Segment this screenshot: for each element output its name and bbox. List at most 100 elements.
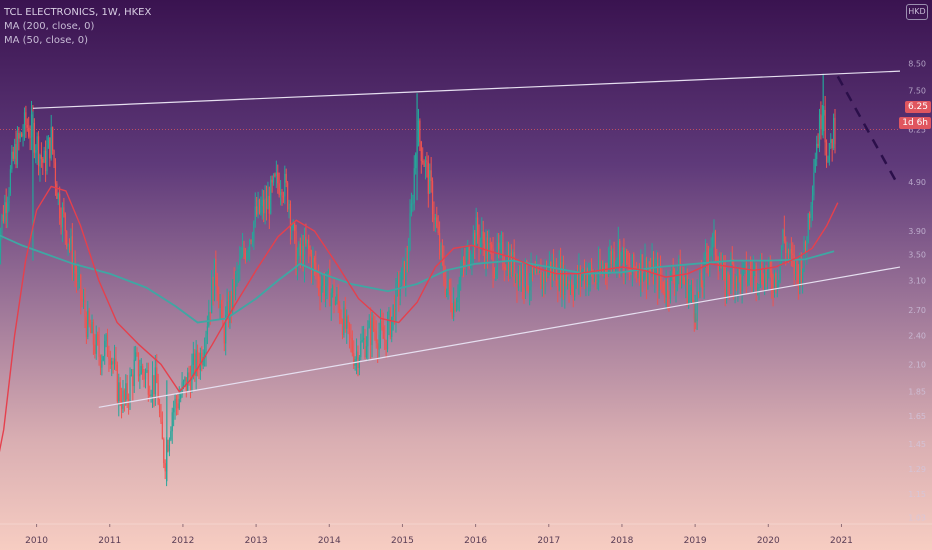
candle-body bbox=[61, 207, 64, 228]
candle-body bbox=[522, 268, 524, 289]
candle-body bbox=[232, 279, 234, 309]
candle-body bbox=[538, 271, 541, 273]
candle-body bbox=[520, 268, 522, 282]
chart-legend: TCL ELECTRONICS, 1W, HKEX MA (200, close… bbox=[4, 6, 151, 48]
candle-body bbox=[472, 232, 474, 257]
candle-body bbox=[702, 286, 704, 288]
candle-body bbox=[347, 316, 349, 324]
candle-body bbox=[635, 268, 638, 275]
candle-body bbox=[536, 267, 538, 274]
candle-body bbox=[322, 279, 324, 286]
candle-body bbox=[489, 242, 491, 245]
candle-body bbox=[426, 160, 428, 163]
candle-body bbox=[29, 136, 31, 138]
candle-body bbox=[579, 267, 581, 282]
candle-body bbox=[284, 173, 286, 197]
time-tick-label: 2021 bbox=[830, 536, 853, 546]
candle-body bbox=[796, 261, 798, 272]
candle-body bbox=[23, 112, 26, 135]
candle-body bbox=[540, 271, 542, 289]
candle-body bbox=[755, 265, 757, 289]
candle-body bbox=[26, 124, 28, 128]
candle-body bbox=[112, 361, 114, 364]
candle-body bbox=[443, 257, 445, 279]
candle-body bbox=[142, 366, 144, 373]
candle-body bbox=[825, 142, 828, 162]
candle-body bbox=[288, 203, 290, 210]
candle-body bbox=[628, 264, 631, 274]
candle-body bbox=[541, 274, 543, 289]
candle-body bbox=[178, 398, 180, 409]
candle-body bbox=[713, 231, 715, 236]
candle-body bbox=[821, 115, 823, 130]
candle-body bbox=[70, 236, 72, 245]
candle-body bbox=[350, 334, 352, 339]
candle-body bbox=[558, 262, 560, 291]
candle-body bbox=[378, 334, 380, 350]
candle-body bbox=[562, 261, 565, 295]
candle-body bbox=[431, 181, 434, 215]
candle-body bbox=[586, 270, 588, 285]
candle-body bbox=[498, 242, 500, 250]
candle-body bbox=[315, 262, 317, 273]
candle-body bbox=[60, 218, 62, 228]
candle-body bbox=[133, 359, 135, 387]
candle-body bbox=[330, 292, 332, 307]
candle-body bbox=[437, 226, 439, 234]
candle-body bbox=[226, 301, 228, 315]
candle-body bbox=[637, 272, 639, 275]
candle-body bbox=[441, 245, 444, 258]
time-tick-label: 2014 bbox=[318, 536, 341, 546]
candle-body bbox=[360, 341, 362, 358]
candle-body bbox=[279, 191, 282, 196]
candle-body bbox=[408, 249, 410, 261]
candle-body bbox=[209, 312, 211, 314]
candle-body bbox=[71, 236, 73, 271]
candle-body bbox=[377, 343, 379, 350]
candle-body bbox=[94, 344, 96, 354]
candle-body bbox=[650, 270, 652, 272]
candle-body bbox=[371, 317, 373, 346]
candle-body bbox=[85, 316, 87, 337]
candle-body bbox=[524, 260, 527, 291]
candle-body bbox=[669, 271, 671, 299]
candle-body bbox=[638, 272, 640, 283]
candle-body bbox=[510, 252, 512, 273]
candle-body bbox=[274, 174, 276, 176]
candle-body bbox=[589, 265, 591, 277]
price-tick-label: 7.50 bbox=[908, 86, 926, 95]
candle-body bbox=[813, 172, 815, 196]
candle-body bbox=[749, 268, 752, 274]
currency-button[interactable]: HKD bbox=[906, 4, 928, 20]
candle-body bbox=[358, 357, 360, 368]
candle-body bbox=[737, 268, 739, 288]
candle-body bbox=[174, 398, 176, 409]
candle-body bbox=[581, 275, 583, 282]
candle-body bbox=[310, 254, 313, 274]
candle-body bbox=[111, 361, 113, 365]
candle-body bbox=[747, 279, 749, 284]
candle-body bbox=[391, 316, 393, 338]
candle-body bbox=[707, 258, 709, 264]
candle-body bbox=[332, 285, 334, 293]
candle-body bbox=[357, 351, 359, 368]
candle-body bbox=[666, 281, 669, 298]
candle-body bbox=[118, 382, 120, 402]
candle-body bbox=[758, 284, 760, 288]
candle-body bbox=[104, 340, 106, 357]
candle-body bbox=[250, 240, 252, 242]
candle-body bbox=[706, 252, 708, 259]
candle-body bbox=[136, 352, 138, 354]
candle-body bbox=[451, 307, 453, 317]
candle-body bbox=[218, 293, 220, 308]
candle-body bbox=[664, 292, 666, 298]
candlestick-series bbox=[0, 73, 836, 487]
candle-body bbox=[740, 275, 742, 291]
candle-body bbox=[761, 263, 763, 282]
candle-body bbox=[424, 160, 427, 167]
candle-body bbox=[471, 256, 473, 264]
candle-body bbox=[662, 281, 664, 293]
ma200-legend: MA (200, close, 0) bbox=[4, 21, 95, 32]
candle-body bbox=[673, 279, 676, 288]
